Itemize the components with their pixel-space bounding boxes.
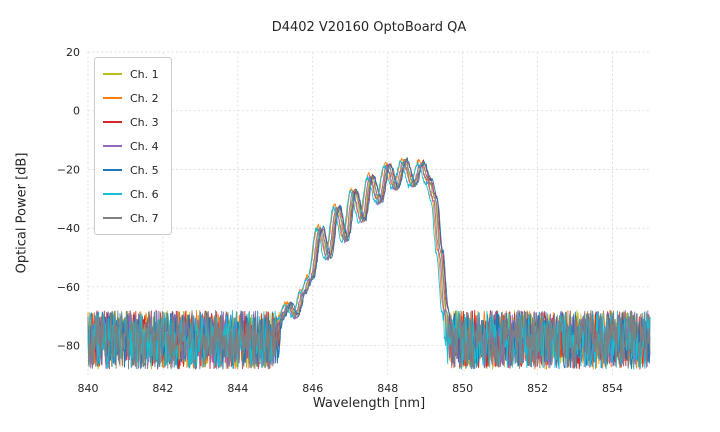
x-tick-label: 852 — [527, 382, 548, 395]
legend-swatch-icon — [103, 145, 122, 147]
legend-item-2: Ch. 2 — [103, 86, 159, 110]
legend-label: Ch. 5 — [130, 163, 159, 177]
legend-item-5: Ch. 5 — [103, 158, 159, 182]
legend-label: Ch. 3 — [130, 115, 159, 129]
legend-item-7: Ch. 7 — [103, 206, 159, 230]
legend-label: Ch. 1 — [130, 67, 159, 81]
x-tick-label: 848 — [377, 382, 398, 395]
y-tick-label: −80 — [57, 340, 80, 353]
legend-label: Ch. 4 — [130, 139, 159, 153]
legend-item-3: Ch. 3 — [103, 110, 159, 134]
x-tick-label: 842 — [152, 382, 173, 395]
legend-label: Ch. 7 — [130, 211, 159, 225]
legend-item-6: Ch. 6 — [103, 182, 159, 206]
legend-swatch-icon — [103, 193, 122, 195]
x-tick-label: 854 — [602, 382, 623, 395]
legend-swatch-icon — [103, 217, 122, 219]
y-axis-label: Optical Power [dB] — [14, 152, 30, 274]
y-tick-label: −20 — [57, 163, 80, 176]
legend-swatch-icon — [103, 121, 122, 123]
x-tick-label: 846 — [302, 382, 323, 395]
x-axis-label: Wavelength [nm] — [312, 396, 426, 411]
y-tick-label: −40 — [57, 222, 80, 235]
legend-swatch-icon — [103, 169, 122, 171]
legend-label: Ch. 2 — [130, 91, 159, 105]
legend-item-4: Ch. 4 — [103, 134, 159, 158]
y-tick-label: −60 — [57, 281, 80, 294]
legend-swatch-icon — [103, 97, 122, 99]
y-tick-label: 20 — [66, 46, 80, 59]
x-tick-label: 840 — [78, 382, 99, 395]
legend-item-1: Ch. 1 — [103, 62, 159, 86]
legend-swatch-icon — [103, 73, 122, 75]
y-tick-label: 0 — [73, 105, 80, 118]
series-line-6 — [87, 160, 651, 370]
legend-label: Ch. 6 — [130, 187, 159, 201]
legend: Ch. 1 Ch. 2 Ch. 3 Ch. 4 Ch. 5 Ch. 6 Ch. 7 — [94, 57, 172, 235]
x-tick-label: 844 — [227, 382, 248, 395]
x-tick-label: 850 — [452, 382, 473, 395]
chart-title: D4402 V20160 OptoBoard QA — [271, 20, 467, 35]
series-line-7 — [87, 158, 651, 370]
